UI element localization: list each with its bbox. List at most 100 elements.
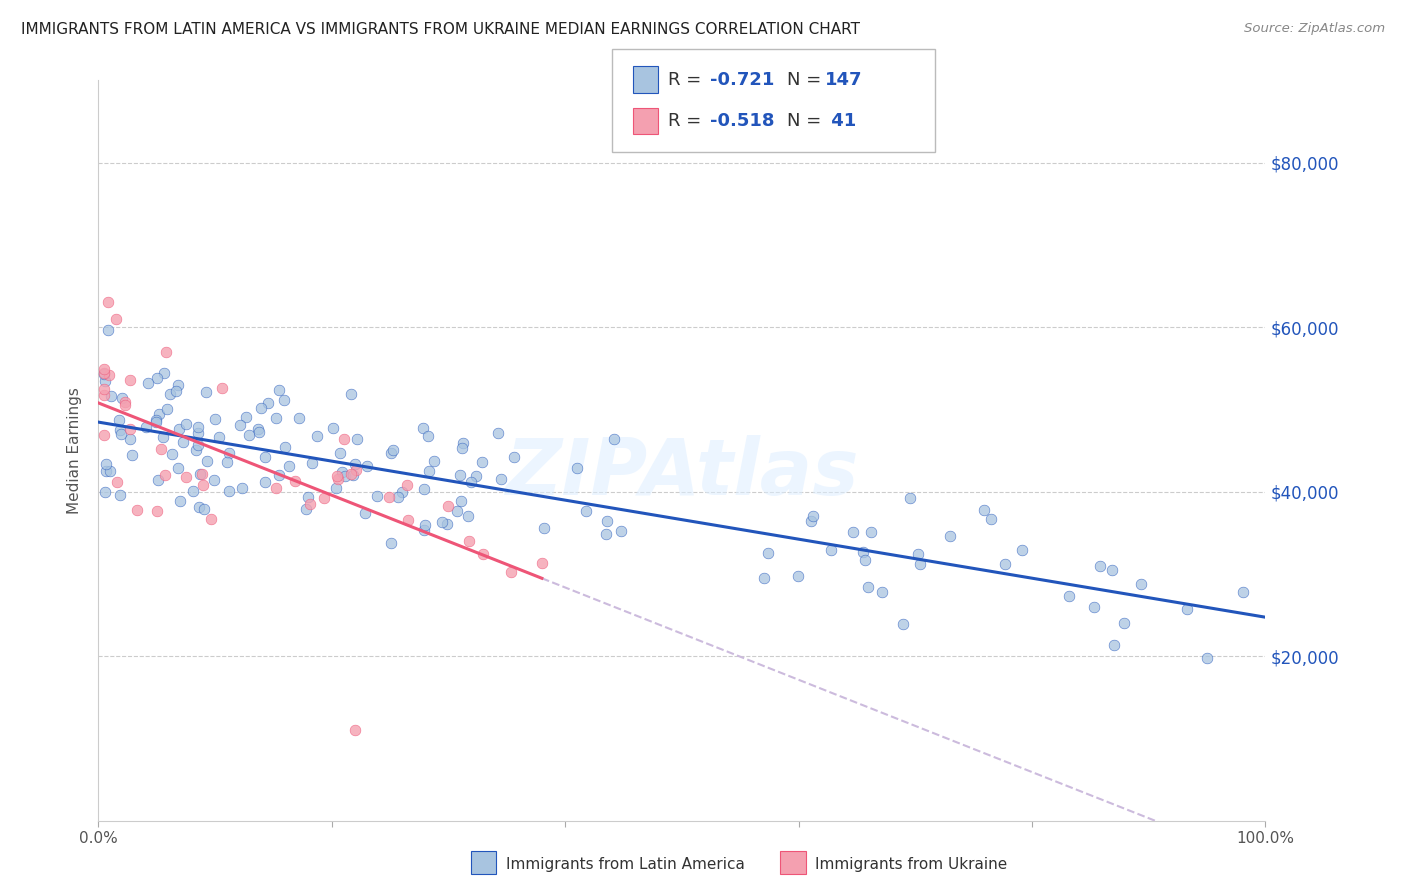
- Text: R =: R =: [668, 70, 707, 88]
- Point: [266, 411, 288, 425]
- Point: [356, 459, 378, 474]
- Point: [412, 482, 434, 496]
- Point: [787, 569, 810, 583]
- Point: [146, 371, 169, 385]
- Text: R =: R =: [668, 112, 707, 130]
- Point: [820, 543, 842, 558]
- Point: [1083, 600, 1105, 615]
- Point: [470, 455, 492, 469]
- Point: [1175, 601, 1198, 615]
- Point: [418, 464, 440, 478]
- Point: [93, 382, 115, 396]
- Point: [450, 441, 472, 455]
- Point: [853, 553, 876, 567]
- Point: [907, 547, 929, 561]
- Point: [314, 491, 336, 505]
- Point: [1197, 651, 1219, 665]
- Point: [136, 376, 159, 391]
- Point: [127, 502, 149, 516]
- Point: [464, 469, 486, 483]
- Point: [165, 384, 187, 399]
- Point: [852, 545, 875, 559]
- Point: [1112, 615, 1135, 630]
- Point: [595, 527, 617, 541]
- Point: [159, 387, 181, 401]
- Point: [530, 556, 553, 570]
- Point: [187, 438, 209, 452]
- Point: [346, 432, 368, 446]
- Point: [111, 391, 134, 405]
- Point: [453, 436, 475, 450]
- Text: Immigrants from Ukraine: Immigrants from Ukraine: [815, 857, 1008, 871]
- Point: [266, 482, 288, 496]
- Point: [754, 571, 776, 585]
- Point: [344, 463, 367, 477]
- Point: [108, 413, 131, 427]
- Text: N =: N =: [787, 112, 827, 130]
- Point: [257, 396, 280, 410]
- Point: [366, 489, 388, 503]
- Point: [472, 547, 495, 561]
- Point: [188, 467, 211, 481]
- Point: [156, 401, 179, 416]
- Point: [146, 504, 169, 518]
- Point: [900, 491, 922, 505]
- Point: [114, 395, 136, 409]
- Point: [344, 723, 367, 738]
- Point: [108, 423, 131, 437]
- Point: [325, 481, 347, 495]
- Point: [98, 464, 121, 478]
- Point: [278, 458, 301, 473]
- Point: [191, 478, 214, 492]
- Point: [381, 442, 404, 457]
- Point: [891, 616, 914, 631]
- Point: [114, 398, 136, 412]
- Point: [297, 490, 319, 504]
- Point: [167, 377, 190, 392]
- Point: [342, 468, 364, 483]
- Point: [858, 580, 880, 594]
- Point: [436, 499, 458, 513]
- Point: [93, 427, 115, 442]
- Point: [872, 585, 894, 599]
- Point: [416, 428, 439, 442]
- Point: [1057, 589, 1080, 603]
- Point: [595, 514, 617, 528]
- Text: IMMIGRANTS FROM LATIN AMERICA VS IMMIGRANTS FROM UKRAINE MEDIAN EARNINGS CORRELA: IMMIGRANTS FROM LATIN AMERICA VS IMMIGRA…: [21, 22, 860, 37]
- Point: [208, 429, 231, 443]
- Point: [152, 430, 174, 444]
- Point: [105, 475, 128, 489]
- Point: [273, 393, 295, 408]
- Point: [97, 368, 120, 382]
- Point: [235, 409, 257, 424]
- Point: [339, 467, 361, 482]
- Point: [134, 419, 156, 434]
- Point: [254, 475, 277, 490]
- Point: [204, 411, 226, 425]
- Point: [288, 410, 311, 425]
- Text: 41: 41: [825, 112, 856, 130]
- Point: [413, 517, 436, 532]
- Point: [238, 427, 260, 442]
- Point: [211, 381, 233, 395]
- Point: [298, 497, 321, 511]
- Point: [501, 565, 523, 579]
- Point: [174, 417, 197, 431]
- Point: [430, 515, 453, 529]
- Point: [387, 490, 409, 504]
- Point: [801, 508, 824, 523]
- Point: [380, 446, 402, 460]
- Point: [169, 494, 191, 508]
- Point: [1011, 542, 1033, 557]
- Point: [396, 478, 419, 492]
- Point: [610, 524, 633, 538]
- Point: [1130, 576, 1153, 591]
- Point: [93, 367, 115, 381]
- Point: [436, 517, 458, 532]
- Point: [218, 445, 240, 459]
- Text: N =: N =: [787, 70, 827, 88]
- Point: [994, 557, 1017, 571]
- Point: [1090, 559, 1112, 574]
- Point: [187, 425, 209, 440]
- Point: [167, 422, 190, 436]
